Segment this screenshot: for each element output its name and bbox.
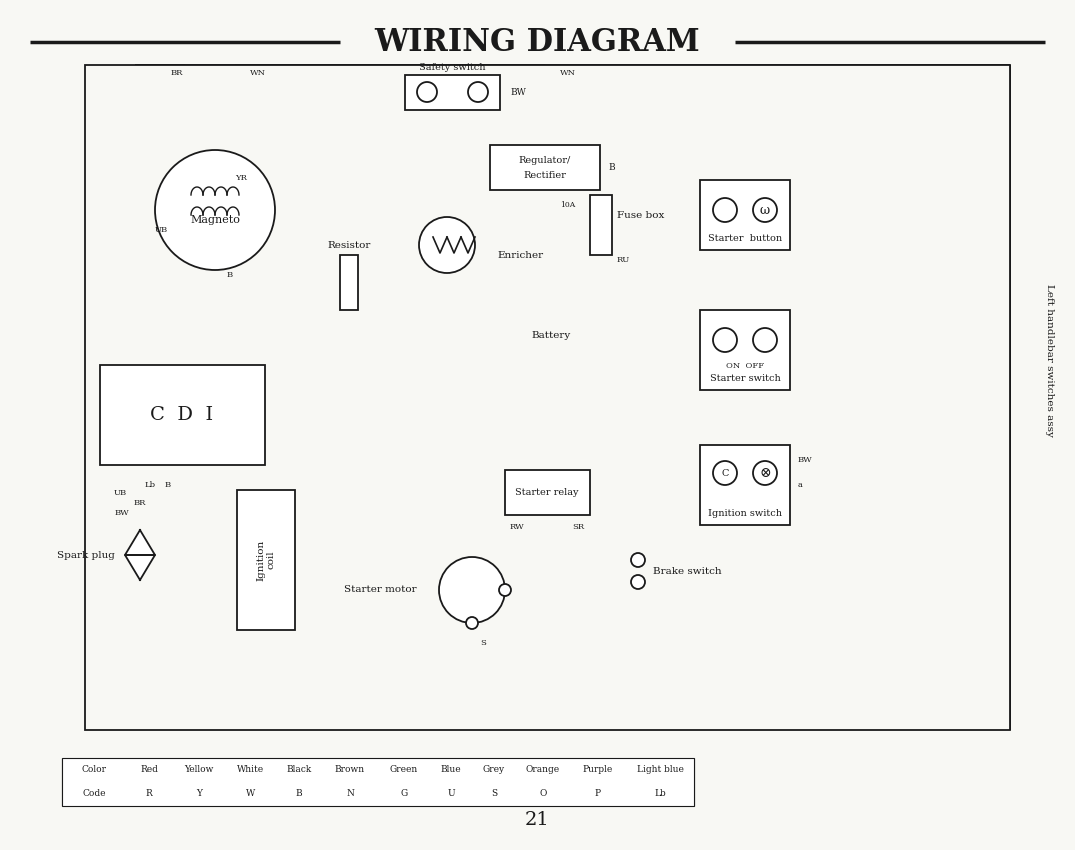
- Text: C  D  I: C D I: [151, 406, 214, 424]
- Text: R: R: [145, 790, 153, 798]
- Bar: [490, 145, 600, 190]
- Text: RW: RW: [510, 523, 525, 531]
- Text: Yellow: Yellow: [184, 766, 214, 774]
- Text: 10A: 10A: [560, 201, 575, 209]
- Circle shape: [631, 553, 645, 567]
- Text: Lb: Lb: [654, 790, 665, 798]
- Text: Green: Green: [390, 766, 418, 774]
- Text: S: S: [491, 790, 497, 798]
- Text: G: G: [400, 790, 407, 798]
- Text: YR: YR: [235, 174, 247, 182]
- Circle shape: [631, 575, 645, 589]
- Text: Orange: Orange: [526, 766, 560, 774]
- Text: ⊗: ⊗: [759, 466, 771, 480]
- Circle shape: [499, 584, 511, 596]
- Bar: [85, 65, 1010, 730]
- Text: Spark plug: Spark plug: [57, 551, 115, 559]
- Text: Starter motor: Starter motor: [344, 586, 417, 594]
- Text: WIRING DIAGRAM: WIRING DIAGRAM: [374, 26, 700, 58]
- Text: a: a: [798, 481, 803, 489]
- Text: BW: BW: [798, 456, 813, 464]
- Circle shape: [155, 150, 275, 270]
- Text: Left handlebar switches assy: Left handlebar switches assy: [1045, 284, 1053, 436]
- Text: Ignition switch: Ignition switch: [708, 508, 782, 518]
- Polygon shape: [125, 530, 155, 555]
- Text: RU: RU: [617, 256, 630, 264]
- Text: Fuse box: Fuse box: [617, 211, 664, 219]
- Text: Starter relay: Starter relay: [515, 488, 578, 496]
- Text: WN: WN: [250, 69, 266, 77]
- Text: White: White: [238, 766, 264, 774]
- Text: Enricher: Enricher: [497, 251, 543, 259]
- Text: Lb: Lb: [144, 481, 156, 489]
- Text: B: B: [164, 481, 171, 489]
- Text: WN: WN: [560, 69, 576, 77]
- Text: UB: UB: [155, 226, 168, 234]
- Text: W: W: [246, 790, 256, 798]
- Text: Y: Y: [196, 790, 202, 798]
- Bar: [700, 310, 790, 390]
- Text: Regulator/: Regulator/: [519, 156, 571, 165]
- Text: BW: BW: [115, 509, 129, 517]
- Bar: [590, 195, 612, 255]
- Text: Resistor: Resistor: [327, 241, 371, 250]
- Text: Light blue: Light blue: [636, 766, 684, 774]
- Text: Safety switch: Safety switch: [419, 63, 485, 71]
- Bar: [62, 758, 694, 806]
- Text: Purple: Purple: [583, 766, 613, 774]
- Text: B: B: [608, 162, 615, 172]
- Text: BW: BW: [510, 88, 526, 97]
- Text: Starter switch: Starter switch: [710, 373, 780, 382]
- Text: S: S: [481, 639, 486, 647]
- Text: Blue: Blue: [441, 766, 461, 774]
- Text: Starter  button: Starter button: [708, 234, 783, 242]
- Polygon shape: [125, 555, 155, 580]
- Text: Red: Red: [140, 766, 158, 774]
- Bar: [700, 445, 790, 525]
- Text: Brake switch: Brake switch: [653, 566, 721, 575]
- Text: P: P: [594, 790, 601, 798]
- Text: ω: ω: [760, 203, 770, 217]
- Bar: [340, 255, 358, 310]
- Circle shape: [419, 217, 475, 273]
- Circle shape: [439, 557, 505, 623]
- Text: Rectifier: Rectifier: [524, 171, 567, 179]
- Text: N: N: [346, 790, 354, 798]
- Text: Black: Black: [286, 766, 312, 774]
- Bar: [688, 170, 898, 550]
- Text: Battery: Battery: [532, 331, 571, 339]
- Text: ON  OFF: ON OFF: [726, 362, 764, 370]
- Text: Ignition
coil: Ignition coil: [256, 540, 275, 581]
- Text: BR: BR: [133, 499, 146, 507]
- Text: B: B: [296, 790, 302, 798]
- Text: 21: 21: [525, 811, 549, 829]
- Text: C: C: [721, 468, 729, 478]
- Text: UB: UB: [114, 489, 127, 497]
- Bar: [405, 75, 500, 110]
- Bar: [100, 365, 266, 465]
- Text: Magneto: Magneto: [190, 215, 240, 225]
- Text: Brown: Brown: [335, 766, 366, 774]
- Text: BR: BR: [171, 69, 183, 77]
- Bar: [236, 490, 295, 630]
- Bar: [700, 180, 790, 250]
- Text: U: U: [447, 790, 455, 798]
- Circle shape: [465, 617, 478, 629]
- Bar: [505, 470, 590, 515]
- Text: B: B: [227, 271, 233, 279]
- Text: O: O: [540, 790, 547, 798]
- Text: Color: Color: [82, 766, 106, 774]
- Text: Grey: Grey: [483, 766, 505, 774]
- Text: Code: Code: [83, 790, 105, 798]
- Text: SR: SR: [572, 523, 584, 531]
